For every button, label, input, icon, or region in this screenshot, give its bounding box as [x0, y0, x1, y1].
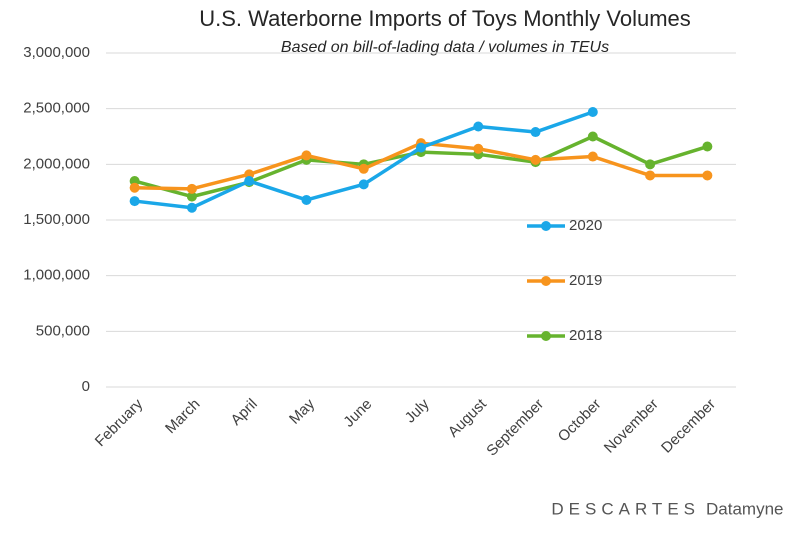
- footer-product: Datamyne: [706, 499, 783, 518]
- x-tick-label: February: [92, 395, 147, 450]
- x-tick-label: December: [658, 396, 719, 457]
- x-tick-label: April: [228, 396, 261, 429]
- legend-marker: [541, 331, 551, 341]
- y-tick-label: 0: [82, 378, 90, 395]
- chart-title: U.S. Waterborne Imports of Toys Monthly …: [199, 6, 691, 31]
- data-point: [358, 179, 369, 190]
- x-tick-label: September: [483, 396, 547, 460]
- data-point: [244, 176, 255, 187]
- data-point: [186, 191, 197, 202]
- data-point: [186, 202, 197, 213]
- y-tick-label: 2,500,000: [23, 100, 90, 117]
- data-point: [129, 182, 140, 193]
- x-tick-label: May: [286, 395, 318, 427]
- data-point: [301, 194, 312, 205]
- y-tick-label: 2,000,000: [23, 155, 90, 172]
- chart-subtitle: Based on bill-of-lading data / volumes i…: [281, 39, 609, 56]
- y-tick-label: 1,500,000: [23, 211, 90, 228]
- data-point: [473, 121, 484, 132]
- legend-marker: [541, 276, 551, 286]
- data-point: [645, 170, 656, 181]
- data-point: [129, 196, 140, 207]
- legend-label: 2020: [569, 217, 602, 234]
- x-tick-label: November: [601, 396, 662, 457]
- footer-brand: DESCARTES: [551, 499, 700, 518]
- y-tick-label: 3,000,000: [23, 44, 90, 61]
- x-tick-label: July: [402, 395, 433, 426]
- data-point: [186, 183, 197, 194]
- data-point: [473, 143, 484, 154]
- y-tick-label: 1,000,000: [23, 267, 90, 284]
- data-point: [587, 131, 598, 142]
- legend-label: 2019: [569, 272, 602, 289]
- data-point: [416, 142, 426, 153]
- data-point: [587, 151, 598, 162]
- data-point: [645, 159, 656, 170]
- legend-label: 2018: [569, 327, 602, 344]
- x-tick-label: June: [340, 396, 375, 431]
- data-point: [301, 150, 312, 161]
- x-tick-label: October: [555, 396, 605, 446]
- data-point: [702, 141, 713, 152]
- x-tick-label: March: [162, 396, 203, 437]
- data-point: [358, 163, 369, 174]
- data-point: [587, 107, 598, 118]
- data-point: [530, 154, 541, 165]
- x-tick-label: August: [445, 395, 491, 441]
- data-point: [702, 170, 713, 181]
- data-point: [530, 127, 541, 138]
- legend-marker: [541, 221, 551, 231]
- y-tick-label: 500,000: [36, 322, 90, 339]
